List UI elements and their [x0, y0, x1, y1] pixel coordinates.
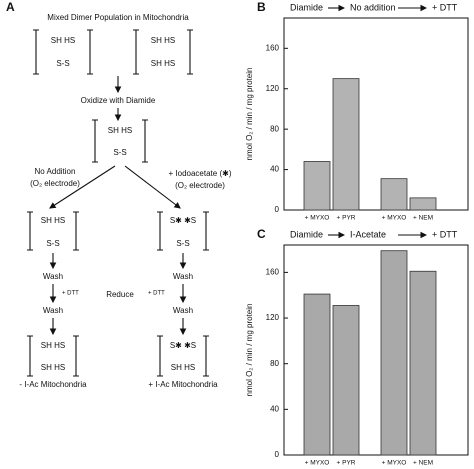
bar [332, 78, 360, 211]
title-part: I-Acetate [350, 229, 386, 239]
y-axis-label: nmol O₂ / min / mg protein [245, 68, 254, 161]
plot-frame [283, 17, 469, 211]
bar [409, 197, 437, 211]
diagram-text: (O₂ electrode) [175, 181, 225, 190]
diagram-text: SH HS [151, 59, 175, 68]
bar [380, 250, 408, 456]
dimer [157, 211, 209, 251]
diagram-text: S-S [176, 239, 189, 248]
title-part: Diamide [290, 229, 323, 239]
diagram-text: S✱ ✱S [170, 216, 196, 225]
diagram-text: + DTT [62, 291, 79, 297]
y-tick-label: 160 [266, 268, 280, 277]
y-tick-label: 40 [270, 165, 279, 174]
diagram-text: S-S [113, 148, 126, 157]
x-tick-label: + PYR [337, 460, 356, 467]
arrow [124, 165, 181, 209]
title-part: No addition [350, 2, 396, 12]
title-part: + DTT [432, 2, 458, 12]
diagram-text: Wash [173, 306, 193, 315]
diagram-text: Reduce [106, 290, 134, 299]
diagram-text: SH HS [41, 216, 65, 225]
diagram-text: Mixed Dimer Population in Mitochondria [47, 13, 189, 22]
diagram-text: Wash [173, 272, 193, 281]
diagram-text: S-S [56, 59, 69, 68]
x-tick-label: + MYXO [382, 460, 407, 467]
diagram-text: + DTT [148, 291, 165, 297]
bar [303, 161, 331, 211]
diagram-text: + I-Ac Mitochondria [148, 380, 218, 389]
panel-label: B [257, 0, 266, 14]
y-tick-label: 120 [266, 313, 280, 322]
diagram-text: (O₂ electrode) [30, 179, 80, 188]
y-tick-label: 80 [270, 124, 279, 133]
diagram-text: Wash [43, 306, 63, 315]
diagram-text: S✱ ✱S [170, 341, 196, 350]
dimer [92, 119, 148, 163]
diagram-text: SH HS [41, 363, 65, 372]
y-tick-label: 0 [275, 205, 280, 214]
panel-label: A [6, 0, 15, 14]
x-tick-label: + NEM [413, 460, 433, 467]
dimer [133, 29, 193, 75]
bar [409, 270, 437, 456]
diagram-text: SH HS [108, 126, 132, 135]
title-part: Diamide [290, 2, 323, 12]
dimer [27, 335, 79, 377]
diagram-text: SH HS [41, 341, 65, 350]
diagram-text: - I-Ac Mitochondria [19, 380, 87, 389]
y-tick-label: 120 [266, 84, 280, 93]
plot-frame [283, 244, 469, 456]
y-tick-label: 160 [266, 43, 280, 52]
bar [303, 293, 331, 456]
x-tick-label: + MYXO [382, 215, 407, 222]
diagram: A Mixed Dimer Population in Mitochondria… [6, 0, 232, 389]
diagram-text: SH HS [51, 36, 75, 45]
panel-label: C [257, 227, 266, 241]
x-tick-label: + MYXO [305, 460, 330, 467]
title-part: + DTT [432, 229, 458, 239]
diagram-text: S-S [46, 239, 59, 248]
x-tick-label: + NEM [413, 215, 433, 222]
arrow [49, 165, 116, 209]
y-tick-label: 0 [275, 450, 280, 459]
diagram-text: SH HS [151, 36, 175, 45]
dimer [157, 335, 209, 377]
y-tick-label: 80 [270, 359, 279, 368]
diagram-text: SH HS [171, 363, 195, 372]
diagram-text: No Addition [35, 167, 76, 176]
diagram-text: + Iodoacetate (✱) [169, 169, 232, 178]
dimer [33, 29, 93, 75]
bar [380, 178, 408, 211]
y-axis-label: nmol O₂ / min / mg protein [245, 304, 254, 397]
dimer [27, 211, 79, 251]
diagram-text: Oxidize with Diamide [81, 96, 156, 105]
bar [332, 305, 360, 456]
y-tick-label: 40 [270, 404, 279, 413]
x-tick-label: + MYXO [305, 215, 330, 222]
diagram-text: Wash [43, 272, 63, 281]
x-tick-label: + PYR [337, 215, 356, 222]
